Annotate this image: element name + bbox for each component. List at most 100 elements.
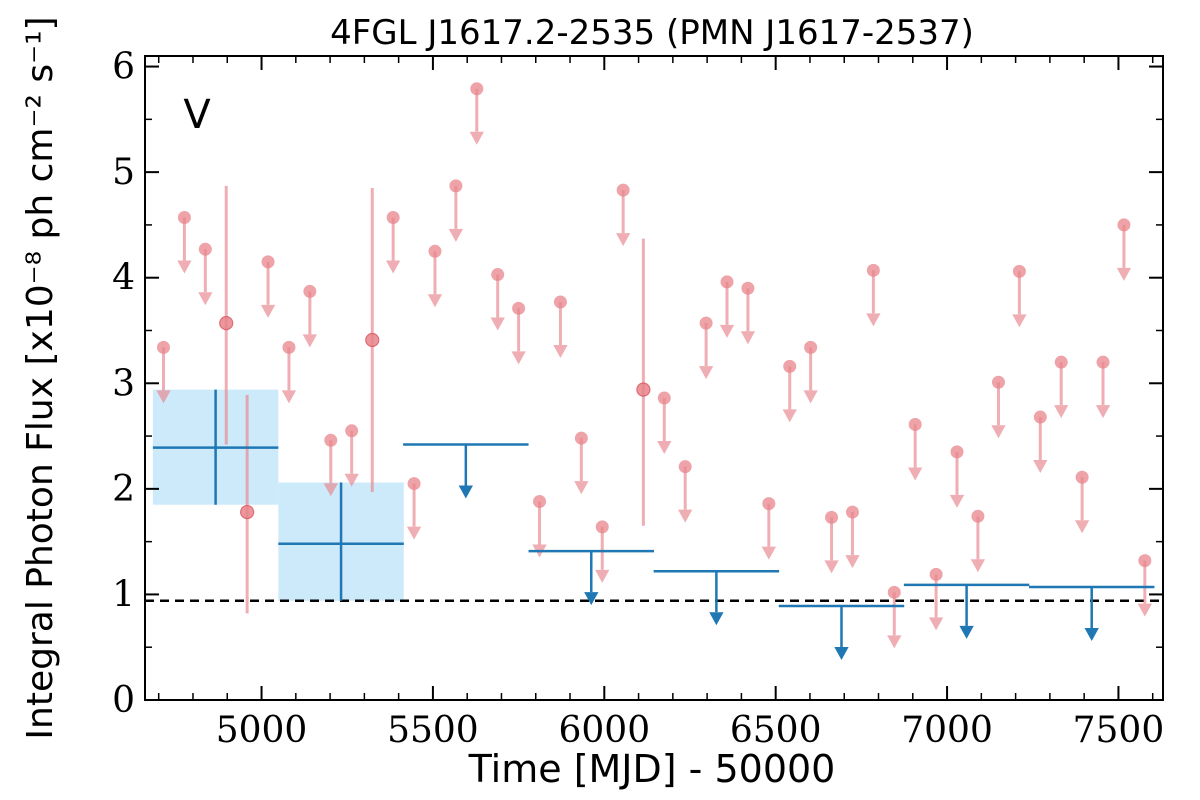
short-bin-upper-limit-2-arrow xyxy=(198,249,213,306)
short-bin-upper-limit-34 xyxy=(949,445,965,508)
x-tick-label-4: 7000 xyxy=(901,710,993,751)
short-bin-detection-1 xyxy=(240,394,255,614)
short-bin-detection-2 xyxy=(365,187,380,493)
short-bin-upper-limit-17-marker xyxy=(574,431,588,445)
annotation-v: V xyxy=(183,92,211,138)
short-bin-upper-limit-12 xyxy=(469,82,484,145)
short-bin-upper-limit-43-arrow-head xyxy=(1137,603,1152,617)
short-bin-upper-limit-35-arrow xyxy=(970,516,986,573)
short-bin-upper-limit-33-arrow xyxy=(928,574,944,631)
short-bin-upper-limit-40-arrow xyxy=(1074,477,1090,534)
short-bin-upper-limit-28-marker xyxy=(825,510,839,524)
short-bin-upper-limit-16 xyxy=(553,295,568,358)
short-bin-upper-limit-31 xyxy=(887,585,902,649)
short-bin-upper-limit-4-marker xyxy=(282,340,296,354)
long-bin-upper-limit-5 xyxy=(1028,585,1155,642)
x-tick-label-0: 5000 xyxy=(216,710,308,751)
short-bin-upper-limit-31-marker xyxy=(887,585,901,599)
plot-frame xyxy=(144,55,1164,701)
y-tick-label-4: 4 xyxy=(112,258,135,299)
short-bin-upper-limit-40 xyxy=(1074,470,1090,534)
short-bin-upper-limit-31-arrow-head xyxy=(887,635,902,649)
short-bin-upper-limit-41 xyxy=(1095,355,1111,419)
short-bin-upper-limit-40-marker xyxy=(1075,470,1089,484)
short-bin-upper-limit-23 xyxy=(719,275,735,338)
short-bin-upper-limit-6 xyxy=(323,433,338,497)
short-bin-upper-limit-30-arrow xyxy=(866,270,881,327)
short-bin-upper-limit-21 xyxy=(678,460,693,523)
long-bin-upper-limit-0-arrow-head xyxy=(458,485,473,499)
short-bin-upper-limit-34-arrow xyxy=(949,451,965,508)
long-bin-detection-1 xyxy=(278,482,404,601)
short-bin-upper-limit-20-arrow xyxy=(657,398,672,455)
short-bin-upper-limit-18-arrow-head xyxy=(595,569,610,583)
short-bin-upper-limit-35-arrow-head xyxy=(970,559,986,573)
short-bin-upper-limit-5-marker xyxy=(303,284,317,298)
short-bin-upper-limit-30-marker xyxy=(866,263,880,277)
short-bin-upper-limit-13 xyxy=(490,268,505,331)
short-bin-upper-limit-25-arrow xyxy=(761,503,776,560)
x-tick-label-5: 7500 xyxy=(1073,710,1165,751)
short-bin-upper-limit-8-arrow-head xyxy=(386,260,401,274)
long-bin-upper-limit-2-arrow xyxy=(709,571,724,626)
short-bin-upper-limit-31-arrow xyxy=(887,592,902,649)
short-bin-upper-limit-14-marker xyxy=(512,301,526,315)
short-bin-upper-limit-9-arrow-head xyxy=(406,526,422,540)
short-bin-upper-limit-37-arrow-head xyxy=(1012,314,1027,328)
long-bin-upper-limit-1-arrow xyxy=(584,551,599,606)
short-bin-upper-limit-25-arrow-head xyxy=(761,546,776,560)
short-bin-upper-limit-12-arrow xyxy=(469,88,484,145)
axes-frame: 5000 5500 6000 6500 7000 7500 0 1 2 3 4 5 6 xyxy=(112,47,1164,751)
short-bin-upper-limit-32 xyxy=(908,417,923,481)
short-bin-upper-limit-11 xyxy=(448,179,464,242)
short-bin-upper-limit-41-arrow xyxy=(1095,362,1111,419)
short-bin-upper-limit-6-arrow-head xyxy=(323,483,338,497)
short-bin-upper-limit-10-arrow xyxy=(427,251,443,308)
short-bin-upper-limit-18-marker xyxy=(595,520,609,534)
short-bin-upper-limit-0 xyxy=(156,340,171,404)
short-bin-upper-limit-24-marker xyxy=(741,281,755,295)
short-bin-upper-limit-38 xyxy=(1033,410,1048,474)
short-bin-upper-limit-22-arrow xyxy=(698,323,714,380)
short-bin-upper-limit-19-marker xyxy=(616,183,630,197)
short-bin-upper-limit-37-marker xyxy=(1012,264,1026,278)
short-bin-upper-limit-16-arrow xyxy=(553,301,568,358)
short-bin-upper-limit-15 xyxy=(532,495,547,558)
short-bin-upper-limit-29 xyxy=(845,505,860,569)
short-bin-upper-limit-38-arrow xyxy=(1033,417,1048,474)
long-bin-upper-limit-4-arrow xyxy=(959,584,974,639)
short-bin-upper-limit-11-arrow-head xyxy=(448,228,464,242)
short-bin-upper-limit-9-arrow xyxy=(406,483,422,540)
short-bin-upper-limit-33-marker xyxy=(929,567,943,581)
short-bin-upper-limit-10-arrow-head xyxy=(427,294,443,308)
long-bin-upper-limit-4-arrow-head xyxy=(959,625,974,639)
x-tick-label-1: 5500 xyxy=(387,710,479,751)
short-bin-upper-limit-4-arrow-head xyxy=(281,390,297,404)
short-bin-upper-limit-16-marker xyxy=(553,295,567,309)
short-bin-upper-limit-20-arrow-head xyxy=(657,441,672,455)
long-bin-detection-0 xyxy=(152,389,279,505)
short-bin-upper-limit-25-marker xyxy=(762,497,776,511)
short-bin-upper-limit-14-arrow xyxy=(511,308,526,365)
short-bin-upper-limit-28-arrow xyxy=(824,517,839,574)
short-bin-upper-limit-17 xyxy=(574,431,589,495)
short-bin-upper-limit-39 xyxy=(1054,355,1069,419)
short-bin-upper-limit-29-arrow-head xyxy=(845,555,860,569)
short-bin-upper-limit-7-arrow-head xyxy=(344,473,359,487)
long-bin-upper-limit-1 xyxy=(528,549,654,606)
short-bin-upper-limit-36-arrow-head xyxy=(991,425,1006,439)
short-bin-upper-limit-42-arrow xyxy=(1116,224,1132,281)
short-bin-detection-3 xyxy=(636,238,651,526)
short-bin-upper-limit-7 xyxy=(344,424,359,487)
short-bin-upper-limit-30-arrow-head xyxy=(866,313,881,327)
short-bin-upper-limit-13-arrow-head xyxy=(490,317,505,331)
short-bin-upper-limit-36 xyxy=(991,375,1006,439)
short-bin-upper-limit-1-marker xyxy=(177,211,191,225)
short-bin-upper-limit-26 xyxy=(782,359,797,423)
short-bin-upper-limit-27 xyxy=(803,340,818,404)
short-bin-upper-limit-34-arrow-head xyxy=(949,494,965,508)
y-axis-label: Integral Photon Flux [x10⁻⁸ ph cm⁻² s⁻¹] xyxy=(20,16,61,739)
short-bin-upper-limit-33-arrow-head xyxy=(928,617,944,631)
short-bin-upper-limit-35-marker xyxy=(971,509,985,523)
short-bin-detection-0-marker xyxy=(219,316,234,331)
